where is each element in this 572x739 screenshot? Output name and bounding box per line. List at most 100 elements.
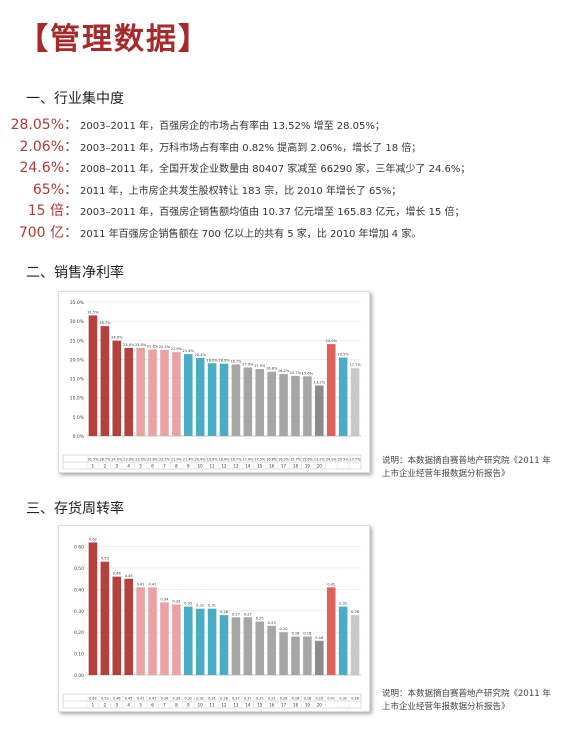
bar: [160, 602, 169, 675]
bar: [195, 608, 205, 675]
y-tick-label: 5.0%: [73, 415, 85, 421]
value-label: 0.25: [256, 617, 264, 621]
chart-box: 0.0% 5.0% 10.0% 15.0% 20.0% 25.0% 30.0% 35.0% 31…: [58, 291, 370, 473]
value-label: 0.32: [339, 602, 347, 606]
rank-label: 12: [221, 464, 227, 469]
rank-label: 13: [233, 464, 239, 469]
y-tick-label: 20.0%: [70, 357, 85, 363]
rank-label: 3: [116, 703, 119, 708]
rank-label: 4: [127, 703, 130, 708]
value-label: 0.62: [89, 537, 97, 541]
rank-label: 17: [281, 464, 287, 469]
bar: [315, 640, 324, 675]
table-value: 17.5%: [254, 458, 266, 462]
y-tick-label: 0.40: [74, 587, 84, 593]
rank-label: 18: [293, 464, 299, 469]
table-value: 0.25: [256, 697, 264, 701]
rank-label: 1: [92, 703, 95, 708]
table-value: 0.33: [173, 697, 181, 701]
bar: [231, 364, 241, 436]
rank-label: 8: [175, 703, 178, 708]
value-label: 0.18: [291, 632, 300, 636]
bar: [136, 587, 145, 675]
rank-label: 16: [269, 464, 275, 469]
table-value: 0.28: [220, 697, 228, 701]
section-heading: 三、存货周转率: [26, 501, 124, 517]
y-tick-label: 25.0%: [70, 338, 85, 344]
value-label: 28.7%: [99, 321, 111, 325]
rank-label: 20: [317, 703, 323, 708]
table-value: 0.41: [327, 697, 335, 701]
value-label: 0.31: [196, 604, 204, 608]
stat-key: 2.06%：: [19, 138, 78, 155]
rank-label: 7: [163, 703, 166, 708]
rank-label: 3: [116, 464, 119, 469]
table-value: 17.7%: [350, 458, 362, 462]
table-value: 23.0%: [135, 458, 147, 462]
table-value: 16.8%: [266, 458, 278, 462]
table-value: 20.5%: [338, 458, 350, 462]
table-value: 0.41: [149, 697, 157, 701]
table-value: 0.27: [244, 697, 252, 701]
table-value: 20.4%: [195, 458, 207, 462]
table-value: 21.9%: [171, 458, 183, 462]
chart-box: 0.00 0.10 0.20 0.30 0.40 0.50 0.60 0.62 0.62 1 0.5…: [58, 525, 370, 712]
value-label: 16.2%: [278, 369, 290, 373]
table-value: 22.6%: [147, 458, 159, 462]
bar: [291, 636, 300, 675]
bar: [326, 587, 336, 675]
bar: [303, 376, 312, 436]
bar: [100, 326, 110, 436]
bar: [338, 606, 348, 675]
value-label: 0.41: [137, 582, 145, 586]
value-label: 22.5%: [159, 345, 171, 349]
table-value: 0.27: [232, 697, 240, 701]
stat-key: 65%：: [32, 181, 78, 198]
value-label: 23.0%: [123, 343, 135, 347]
rank-label: 17: [281, 703, 287, 708]
value-label: 0.45: [125, 574, 133, 578]
table-value: 0.32: [339, 697, 347, 701]
value-label: 15.7%: [290, 371, 302, 375]
bar: [231, 617, 241, 675]
stat-key: 700 亿：: [18, 224, 78, 241]
value-label: 0.32: [184, 602, 192, 606]
section-heading: 二、销售净利率: [26, 265, 124, 281]
rank-label: 11: [210, 464, 216, 469]
bar: [243, 617, 253, 675]
rank-label: 4: [127, 464, 130, 469]
bar: [112, 576, 122, 675]
value-label: 0.28: [220, 610, 229, 614]
y-tick-label: 0.30: [74, 609, 84, 615]
bar: [243, 367, 253, 436]
rank-label: 14: [245, 464, 251, 469]
caption: 说明：本数据摘自赛普地产研究院《2011 年上市企业经营年报数据分析报告》: [382, 456, 551, 479]
stat-key: 15 倍：: [27, 203, 78, 219]
bar: [160, 349, 169, 436]
value-label: 22.6%: [147, 344, 159, 348]
chart: 0.0%5.0%10.0%15.0%20.0%25.0%30.0%35.0%31…: [62, 300, 362, 470]
rank-label: 7: [163, 464, 166, 469]
bar: [172, 604, 181, 675]
table-value: 24.0%: [326, 458, 338, 462]
bar: [267, 625, 276, 675]
rank-label: 16: [269, 703, 275, 708]
y-tick-label: 0.0%: [73, 434, 85, 440]
table-value: 0.46: [113, 697, 121, 701]
rank-label: 19: [305, 464, 311, 469]
table-value: 0.41: [137, 697, 145, 701]
bar: [303, 636, 312, 675]
bar: [350, 615, 360, 675]
value-label: 13.2%: [314, 380, 326, 384]
value-label: 0.46: [113, 572, 122, 576]
value-label: 20.5%: [337, 353, 349, 357]
table-value: 16.2%: [278, 458, 290, 462]
y-tick-label: 0.20: [74, 630, 84, 636]
rank-label: 9: [187, 703, 190, 708]
table-value: 0.28: [351, 697, 359, 701]
value-label: 24.9%: [111, 336, 123, 340]
value-label: 0.53: [101, 557, 109, 561]
value-label: 0.20: [280, 627, 289, 631]
table-value: 0.53: [101, 697, 109, 701]
value-label: 0.31: [208, 604, 216, 608]
